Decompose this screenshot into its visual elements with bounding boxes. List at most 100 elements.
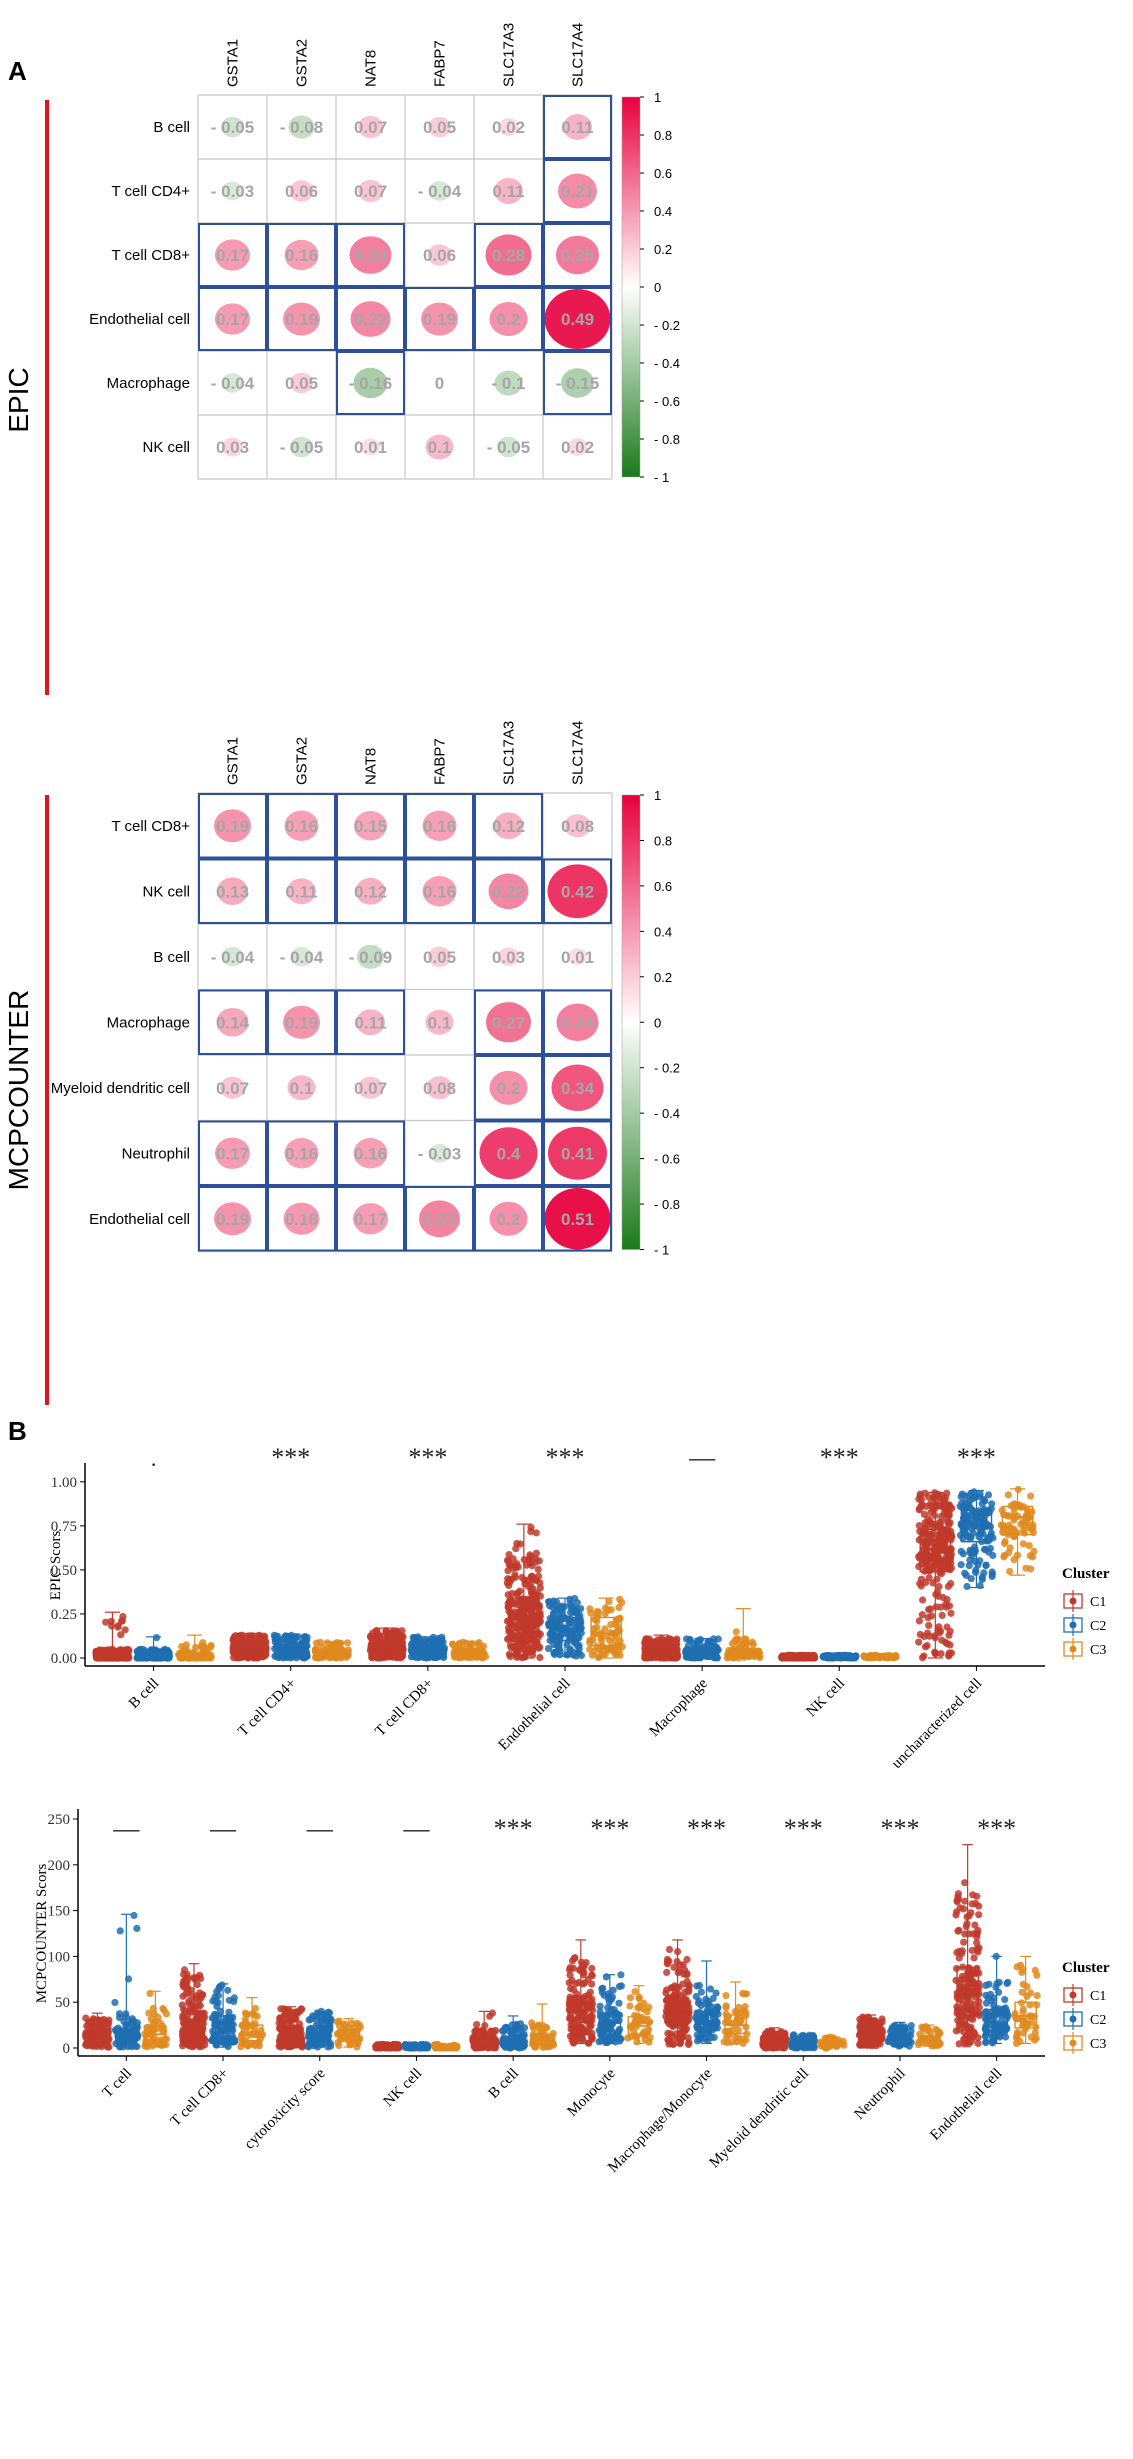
data-point [545,1598,553,1606]
data-point [194,2001,202,2009]
correlation-value: 0.22 [492,882,525,901]
colorbar-tick-label: 0.2 [654,970,672,985]
correlation-ellipse [561,368,594,398]
y-tick-label: 250 [48,1812,71,1828]
data-point [964,1511,972,1519]
data-point [520,1598,528,1606]
significance-box [474,1120,543,1186]
colorbar-tick-label: 0.4 [654,204,672,219]
correlation-ellipse [214,809,251,843]
y-tick-label: 0.00 [51,1651,77,1667]
significance-box [336,351,405,415]
correlation-value: 0.11 [561,118,593,137]
correlation-ellipse [419,1200,460,1238]
data-point [916,1630,924,1639]
data-point [928,1554,936,1562]
correlation-ellipse [556,235,599,275]
significance-box [267,1186,336,1252]
x-tick-label: NK cell [804,1676,849,1721]
row-label: NK cell [142,883,190,900]
x-tick-label: Macrophage [647,1675,712,1740]
correlation-ellipse [353,1203,388,1235]
legend-label[interactable]: C2 [1090,1619,1106,1634]
data-point [915,1617,924,1625]
correlation-value: 0.02 [492,118,525,137]
column-label: GSTA1 [225,737,242,785]
significance-box [474,223,543,287]
correlation-value: 0.06 [423,246,456,265]
significance-box [405,858,474,924]
correlation-value: 0.12 [354,882,387,901]
correlation-ellipse [358,1076,383,1099]
correlation-ellipse [349,236,392,274]
correlation-value: 0.07 [354,118,387,137]
data-point [1019,1540,1027,1548]
row-label: B cell [153,119,190,136]
significance-marker: . [151,1446,157,1471]
data-point [375,1631,383,1639]
correlation-ellipse [284,1138,319,1169]
data-point [937,1567,945,1575]
colorbar-tick-label: - 0.6 [654,394,680,409]
significance-box [336,1186,405,1252]
colorbar-tick-label: 0.4 [654,924,672,939]
data-point [236,1653,245,1661]
data-point [228,2032,236,2040]
data-point [178,2001,186,2009]
correlation-ellipse [289,180,314,202]
significance-marker: — [402,1814,430,1843]
data-point [557,1607,565,1615]
correlation-ellipse [486,1002,531,1043]
significance-box [543,858,612,924]
significance-box [474,1055,543,1121]
colorbar-tick-label: 0.8 [654,833,672,848]
correlation-ellipse [494,370,523,396]
correlation-ellipse [425,1009,454,1035]
correlation-ellipse [215,303,250,335]
data-point [944,1518,952,1526]
column-label: NAT8 [363,50,380,87]
data-point [967,1533,975,1541]
correlation-value: 0.42 [561,882,594,901]
data-point [988,1568,996,1576]
data-point [182,2040,190,2048]
significance-box [267,223,336,287]
colorbar-tick-label: 0.2 [654,242,672,257]
significance-box [336,1120,405,1186]
correlation-value: 0.08 [423,1079,456,1098]
data-point [82,2014,90,2022]
data-point [586,1605,594,1613]
correlation-ellipse [421,302,458,336]
data-point [90,2031,98,2039]
data-point [119,1613,127,1621]
data-point [115,2010,124,2018]
data-point [939,1559,947,1567]
correlation-value: 0.05 [423,948,456,967]
colorbar-tick-label: - 0.2 [654,1061,680,1076]
data-point [283,2011,291,2019]
column-label: GSTA1 [225,39,242,87]
x-tick-label: B cell [126,1676,162,1712]
correlation-ellipse [498,118,519,136]
data-point [667,1638,676,1647]
column-label: GSTA2 [294,737,311,785]
correlation-ellipse [355,877,386,905]
x-tick-label: T cell CD8+ [372,1676,436,1740]
data-point [598,1648,606,1656]
legend-label[interactable]: C3 [1090,1643,1106,1658]
correlation-ellipse [353,367,388,399]
data-point [411,1635,419,1643]
y-tick-label: 200 [48,1858,71,1874]
data-point [933,1575,941,1583]
data-point [965,1562,973,1570]
significance-box [336,287,405,351]
data-point [607,1606,615,1614]
significance-box [543,1186,612,1252]
correlation-value: 0.4 [497,1144,521,1163]
legend-label[interactable]: C1 [1090,1595,1106,1610]
correlation-value: 0.51 [561,1210,594,1229]
colorbar-tick-label: 0 [654,1015,661,1030]
data-point [976,1557,984,1565]
correlation-value: 0.49 [561,310,594,329]
